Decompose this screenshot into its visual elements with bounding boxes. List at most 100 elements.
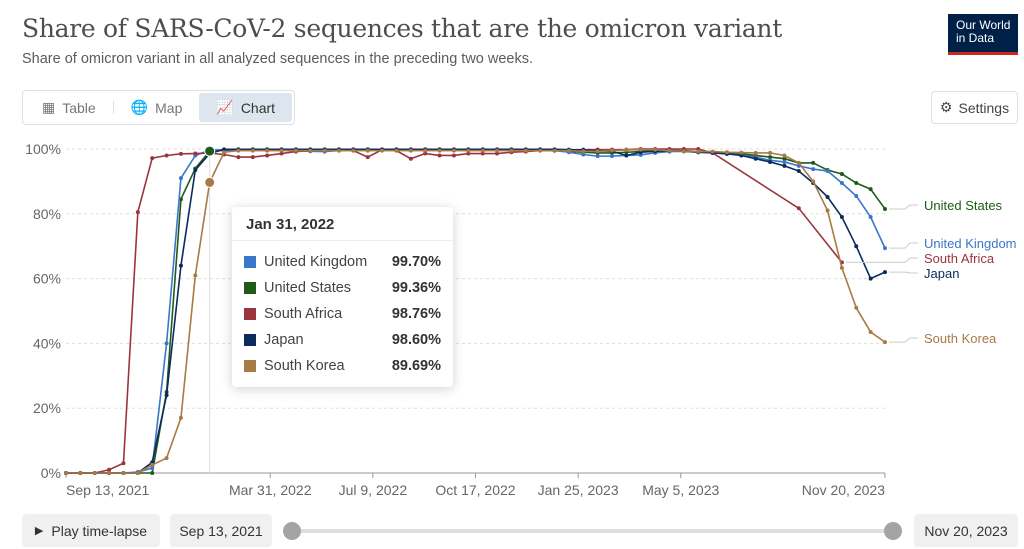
data-point: [839, 171, 844, 176]
data-point: [854, 305, 859, 310]
data-point: [624, 147, 629, 152]
data-point: [825, 169, 830, 174]
tab-label: Map: [155, 99, 183, 116]
table-icon: ▦: [42, 99, 56, 115]
timeline-slider[interactable]: [283, 522, 902, 540]
data-point: [193, 273, 198, 278]
data-point: [638, 147, 643, 152]
hover-marker: [204, 176, 216, 188]
chart-subtitle: Share of omicron variant in all analyzed…: [22, 51, 534, 67]
data-point: [624, 153, 629, 158]
data-point: [883, 270, 887, 275]
data-point: [552, 148, 557, 153]
line-chart-icon: 📈: [216, 99, 234, 115]
data-point: [739, 150, 744, 155]
x-tick-label: Sep 13, 2021: [66, 482, 150, 498]
tooltip: Jan 31, 2022 United Kingdom 99.70% United …: [232, 207, 453, 387]
data-point: [811, 160, 816, 165]
data-point: [696, 149, 701, 154]
data-point: [495, 151, 500, 156]
end-handle[interactable]: [884, 522, 902, 540]
data-point: [825, 208, 830, 213]
series-name: United Kingdom: [264, 254, 368, 270]
data-point: [222, 150, 227, 155]
data-point: [135, 210, 140, 215]
data-point: [236, 148, 241, 153]
series-value: 99.70%: [391, 254, 441, 270]
series-value: 98.76%: [391, 306, 441, 322]
data-point: [839, 181, 844, 186]
data-point: [768, 150, 773, 155]
y-tick-label: 80%: [33, 206, 61, 222]
start-handle[interactable]: [283, 522, 301, 540]
data-point: [178, 151, 183, 156]
data-point: [868, 330, 873, 335]
tab-label: Table: [62, 99, 96, 116]
data-point: [164, 341, 169, 346]
play-timelapse-button[interactable]: ▶ Play time-lapse: [22, 514, 160, 547]
data-point: [380, 148, 385, 153]
data-point: [868, 276, 873, 281]
data-point: [178, 176, 183, 181]
series-name: Japan: [264, 332, 304, 348]
data-point: [466, 151, 471, 156]
data-point: [538, 148, 543, 153]
hover-marker: [204, 145, 216, 157]
tab-table[interactable]: ▦ Table: [25, 93, 113, 122]
series-name: United States: [264, 280, 352, 296]
data-point: [408, 156, 413, 161]
tab-map[interactable]: 🌐 Map: [114, 93, 200, 122]
owid-logo[interactable]: Our World in Data: [948, 14, 1018, 55]
data-point: [595, 154, 600, 159]
data-point: [164, 393, 169, 398]
legend-swatch: [244, 256, 256, 268]
data-point: [868, 187, 873, 192]
series-line-south-korea: [66, 148, 886, 474]
tooltip-row: Japan 98.60%: [232, 327, 453, 353]
data-point: [178, 263, 183, 268]
data-point: [265, 148, 270, 153]
data-point: [150, 156, 155, 161]
data-point: [566, 148, 571, 153]
series-name: South Africa: [264, 306, 343, 322]
data-point: [681, 149, 686, 154]
chart-title: Share of SARS-CoV-2 sequences that are t…: [22, 14, 782, 43]
data-point: [279, 151, 284, 156]
data-point: [150, 462, 155, 467]
start-date-chip[interactable]: Sep 13, 2021: [170, 514, 272, 547]
end-date-chip[interactable]: Nov 20, 2023: [914, 514, 1018, 547]
x-tick-label: May 5, 2023: [642, 482, 719, 498]
data-point: [193, 168, 198, 173]
data-point: [279, 148, 284, 153]
data-point: [222, 147, 227, 152]
tooltip-row: United Kingdom 99.70%: [232, 249, 453, 275]
data-point: [811, 167, 816, 172]
series-value: 99.36%: [391, 280, 441, 296]
data-point: [193, 151, 198, 156]
data-point: [868, 215, 873, 220]
data-point: [782, 156, 787, 161]
divider: [112, 101, 114, 114]
data-point: [365, 148, 370, 153]
x-tick-label: Mar 31, 2022: [229, 482, 312, 498]
data-point: [753, 156, 758, 161]
settings-button[interactable]: ⚙ Settings: [931, 91, 1018, 124]
tab-chart[interactable]: 📈 Chart: [199, 93, 293, 122]
play-label: Play time-lapse: [51, 522, 148, 539]
data-point: [667, 148, 672, 153]
data-point: [64, 471, 68, 475]
data-point: [451, 148, 456, 153]
data-point: [78, 471, 83, 475]
data-point: [437, 153, 442, 158]
data-point: [265, 153, 270, 158]
data-point: [796, 169, 801, 174]
data-point: [825, 194, 830, 199]
data-point: [423, 148, 428, 153]
tooltip-date: Jan 31, 2022: [232, 207, 453, 241]
data-point: [308, 148, 313, 153]
data-point: [451, 153, 456, 158]
data-point: [250, 155, 255, 160]
data-point: [164, 456, 169, 461]
x-tick-label: Jul 9, 2022: [339, 482, 408, 498]
data-point: [480, 148, 485, 153]
